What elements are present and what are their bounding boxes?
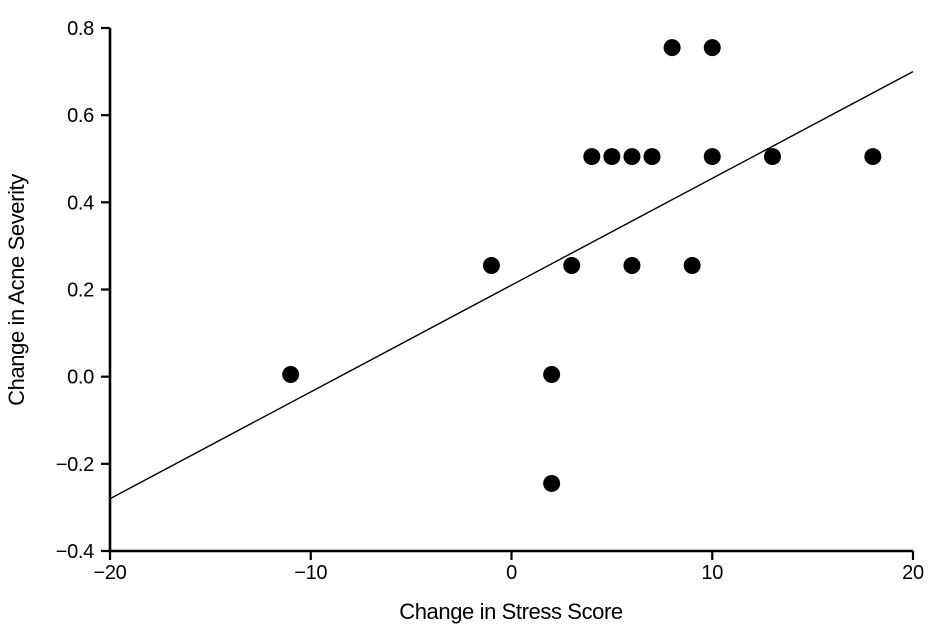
x-tick-label: 10 xyxy=(701,562,723,584)
data-point xyxy=(603,148,621,166)
data-point xyxy=(543,474,561,492)
y-axis-title: Change in Acne Severity xyxy=(4,174,29,406)
y-tick-label: 0.6 xyxy=(67,105,94,127)
y-tick-label: −0.4 xyxy=(56,541,94,563)
axis-ticks xyxy=(101,26,915,560)
data-point xyxy=(864,148,882,166)
data-point xyxy=(763,148,781,166)
data-point xyxy=(683,257,701,275)
data-point xyxy=(703,148,721,166)
data-point xyxy=(282,365,300,383)
data-point xyxy=(623,148,641,166)
x-tick-label: −20 xyxy=(93,562,126,584)
data-point xyxy=(583,148,601,166)
y-tick-label: −0.2 xyxy=(56,454,94,476)
data-point xyxy=(643,148,661,166)
data-point xyxy=(543,365,561,383)
data-points xyxy=(282,39,882,492)
x-axis-title: Change in Stress Score xyxy=(399,599,623,624)
y-tick-label: 0.2 xyxy=(67,280,94,302)
x-tick-label: 20 xyxy=(902,562,924,584)
data-point xyxy=(663,39,681,57)
x-tick-label: −10 xyxy=(294,562,327,584)
regression-line xyxy=(109,70,914,500)
data-point xyxy=(482,257,500,275)
y-tick-label: 0.4 xyxy=(67,192,94,214)
data-point xyxy=(563,257,581,275)
axis-tick-labels: −20 −10 0 10 20 −0.4 −0.2 0.0 0.2 0.4 0.6 0.8 xyxy=(56,18,925,584)
y-tick-label: 0.0 xyxy=(67,367,94,389)
data-point xyxy=(623,257,641,275)
y-tick-label: 0.8 xyxy=(67,18,94,40)
data-point xyxy=(703,39,721,57)
x-tick-label: 0 xyxy=(506,562,517,584)
trend-line-group xyxy=(109,70,914,500)
axes xyxy=(108,28,913,553)
